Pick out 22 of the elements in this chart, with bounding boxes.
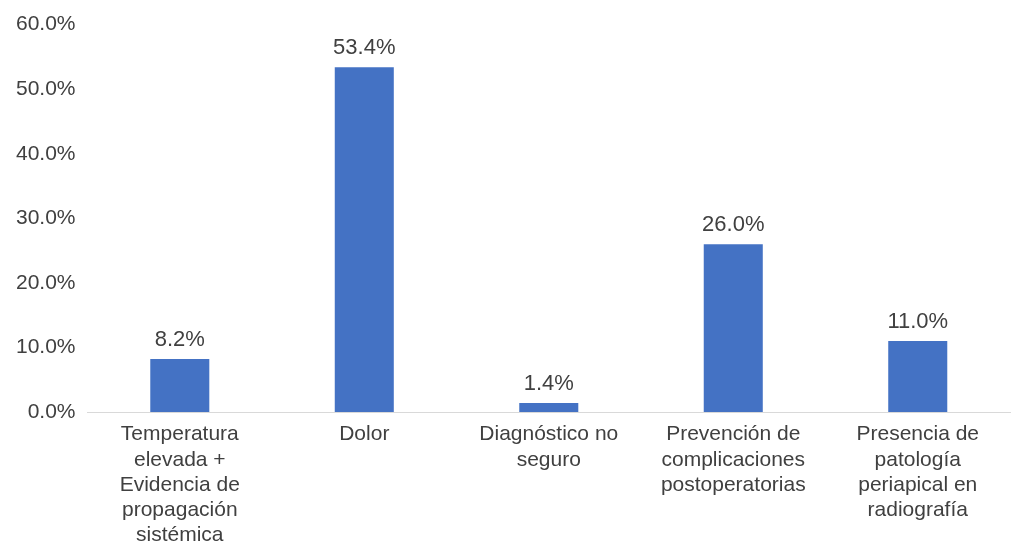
x-tick-label: Dolor — [339, 421, 390, 445]
bar — [334, 67, 394, 412]
y-tick-label: 0.0% — [27, 398, 76, 422]
data-label: 11.0% — [887, 308, 949, 334]
x-tick-label: Diagnóstico no seguro — [479, 421, 619, 470]
bar — [519, 402, 579, 412]
data-label: 26.0% — [702, 211, 765, 237]
bar — [888, 340, 948, 412]
y-tick-label: 10.0% — [16, 334, 76, 358]
data-label: 53.4% — [333, 34, 396, 60]
data-label: 8.2% — [154, 326, 205, 352]
y-tick-label: 30.0% — [16, 205, 76, 229]
y-tick-label: 40.0% — [16, 140, 76, 164]
data-label: 1.4% — [523, 370, 574, 396]
y-tick-label: 60.0% — [16, 11, 76, 35]
x-tick-label: Prevención de complicaciones postoperatorias — [660, 421, 806, 495]
bar — [150, 359, 210, 412]
x-tick-label: Presencia de patología periapical en radiografía — [856, 421, 980, 520]
y-tick-label: 20.0% — [16, 269, 76, 293]
x-tick-label: Temperatura elevada + Evidencia de propagación sistémica — [119, 421, 240, 546]
bar — [703, 244, 763, 412]
y-tick-label: 50.0% — [16, 75, 76, 99]
